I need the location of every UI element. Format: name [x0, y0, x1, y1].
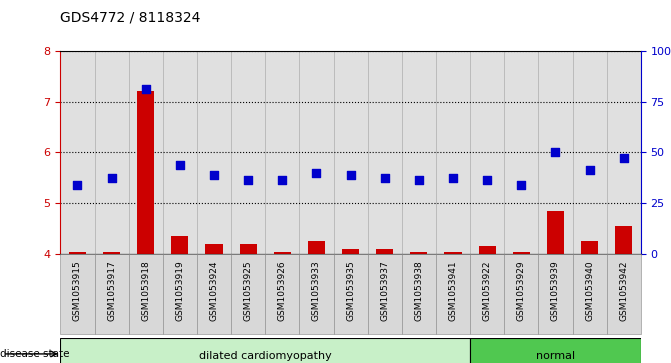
Bar [436, 254, 470, 334]
Bar [513, 252, 530, 363]
Point [550, 150, 561, 155]
Point [72, 183, 83, 188]
Bar [240, 244, 257, 363]
Point [209, 172, 219, 178]
Bar [299, 51, 333, 254]
Bar [538, 254, 572, 334]
Text: GSM1053919: GSM1053919 [175, 261, 185, 321]
Bar [470, 51, 504, 254]
Point [311, 170, 322, 176]
Text: GSM1053937: GSM1053937 [380, 261, 389, 321]
Bar [333, 254, 368, 334]
Bar [60, 51, 95, 254]
Bar [137, 91, 154, 363]
Bar [95, 254, 129, 334]
Bar [265, 254, 299, 334]
Text: GSM1053940: GSM1053940 [585, 261, 594, 321]
Point [584, 167, 595, 173]
Bar [504, 51, 538, 254]
Bar [171, 236, 189, 363]
Text: GSM1053922: GSM1053922 [482, 261, 492, 321]
Point [140, 86, 151, 92]
Bar [402, 254, 436, 334]
Point [379, 175, 390, 181]
Text: normal: normal [536, 351, 575, 360]
Point [345, 172, 356, 178]
Bar [60, 338, 470, 363]
Bar [163, 51, 197, 254]
Text: GSM1053933: GSM1053933 [312, 261, 321, 321]
Bar [265, 51, 299, 254]
Bar [308, 241, 325, 363]
Bar [402, 51, 436, 254]
Point [448, 175, 458, 181]
Text: GSM1053939: GSM1053939 [551, 261, 560, 321]
Point [516, 183, 527, 188]
Bar [231, 51, 265, 254]
Bar [607, 51, 641, 254]
Point [413, 178, 424, 183]
Bar [615, 226, 632, 363]
Bar [376, 249, 393, 363]
Bar [504, 254, 538, 334]
Bar [607, 254, 641, 334]
Bar [163, 254, 197, 334]
Bar [129, 51, 163, 254]
Text: GSM1053938: GSM1053938 [415, 261, 423, 321]
Text: GSM1053925: GSM1053925 [244, 261, 253, 321]
Point [277, 178, 288, 183]
Bar [547, 211, 564, 363]
Bar [60, 254, 95, 334]
Bar [411, 252, 427, 363]
Bar [129, 254, 163, 334]
Bar [197, 51, 231, 254]
Text: GSM1053935: GSM1053935 [346, 261, 355, 321]
Text: GSM1053942: GSM1053942 [619, 261, 628, 321]
Point [243, 178, 254, 183]
Point [482, 178, 493, 183]
Text: GSM1053915: GSM1053915 [73, 261, 82, 321]
Text: GSM1053924: GSM1053924 [209, 261, 219, 321]
Point [106, 175, 117, 181]
Bar [197, 254, 231, 334]
Bar [342, 249, 359, 363]
Bar [368, 51, 402, 254]
Bar [572, 254, 607, 334]
Bar [436, 51, 470, 254]
Text: GDS4772 / 8118324: GDS4772 / 8118324 [60, 11, 201, 25]
Bar [478, 246, 496, 363]
Bar [470, 254, 504, 334]
Text: GSM1053941: GSM1053941 [448, 261, 458, 321]
Bar [103, 252, 120, 363]
Bar [444, 252, 462, 363]
Bar [581, 241, 598, 363]
Bar [368, 254, 402, 334]
Bar [205, 244, 223, 363]
Point [619, 155, 629, 160]
Bar [69, 252, 86, 363]
Bar [470, 338, 641, 363]
Text: dilated cardiomyopathy: dilated cardiomyopathy [199, 351, 331, 360]
Text: GSM1053917: GSM1053917 [107, 261, 116, 321]
Bar [274, 252, 291, 363]
Bar [95, 51, 129, 254]
Bar [231, 254, 265, 334]
Text: GSM1053918: GSM1053918 [141, 261, 150, 321]
Bar [333, 51, 368, 254]
Bar [572, 51, 607, 254]
Text: GSM1053926: GSM1053926 [278, 261, 287, 321]
Text: GSM1053929: GSM1053929 [517, 261, 526, 321]
Text: disease state: disease state [0, 349, 70, 359]
Bar [538, 51, 572, 254]
Point [174, 162, 185, 168]
Bar [299, 254, 333, 334]
